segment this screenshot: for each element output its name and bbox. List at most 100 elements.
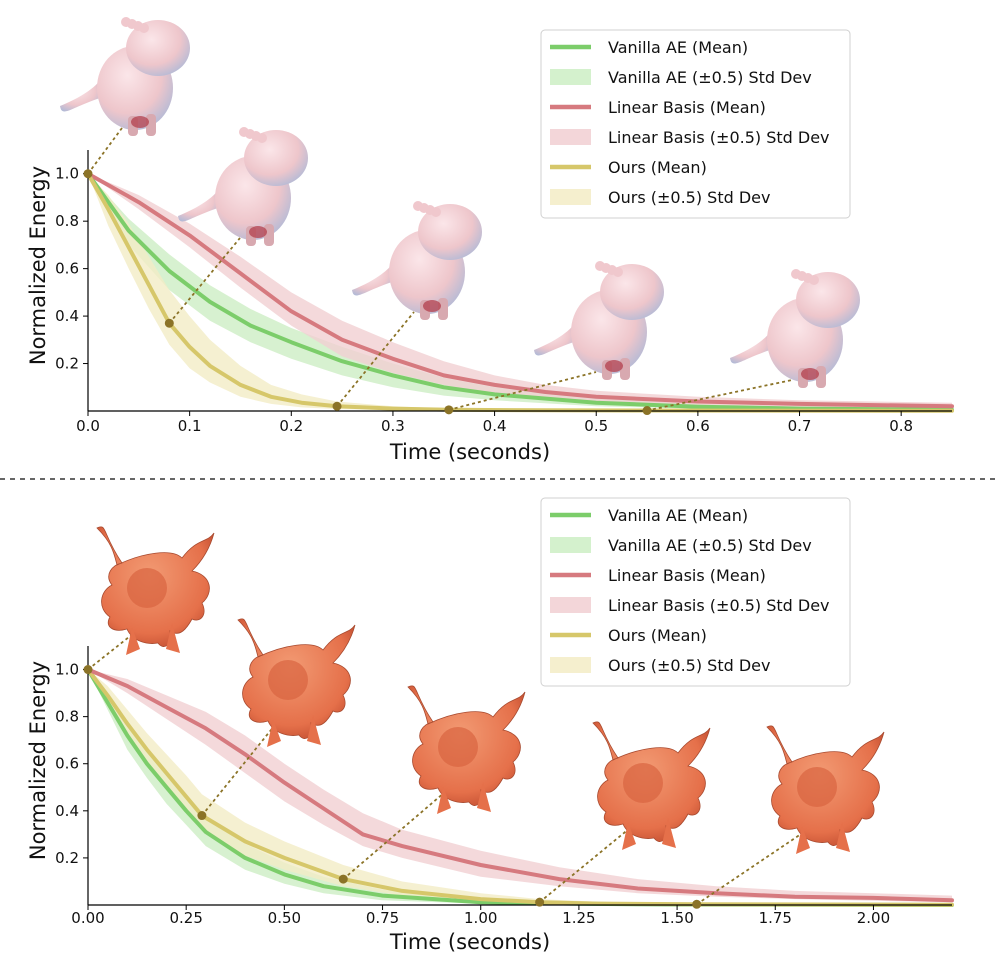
x-tick-label: 2.00 [857, 909, 890, 927]
legend-box [540, 29, 851, 219]
x-tick-label: 0.00 [71, 909, 104, 927]
ours-mean-line [86, 171, 954, 413]
x-tick-label: 0.75 [366, 909, 399, 927]
legend-label: Linear Basis (±0.5) Std Dev [608, 128, 830, 147]
legend-label: Vanilla AE (Mean) [608, 506, 748, 525]
snapshot-marker [83, 169, 93, 179]
x-tick-label: 0.1 [178, 417, 202, 435]
blob-shadow-shape [249, 226, 267, 238]
dragon-leg-shape [836, 822, 850, 852]
dragon-torso-shape [797, 767, 837, 807]
blob-spike-shape [257, 133, 267, 143]
blob-tail-shape [60, 78, 102, 112]
y-tick-label: 0.6 [55, 260, 79, 278]
y-tick-label: 0.2 [55, 355, 79, 373]
snapshot-marker [332, 401, 342, 411]
blob-tail-shape [178, 188, 220, 222]
snapshot-connector-line [201, 724, 276, 817]
dragon-torso-shape [623, 763, 663, 803]
snapshot-marker [444, 405, 454, 415]
snapshot-marker [338, 874, 348, 884]
y-tick-label: 1.0 [55, 661, 79, 679]
y-axis-label: Normalized Energy [26, 166, 50, 365]
linear-mean-line [86, 667, 954, 903]
top-chart-panel: 0.0 0.1 0.2 0.3 0.4 0.5 0.6 0.7 0.8 0.2 0.4 0.6 0.8 1… [26, 17, 954, 464]
blob-leg-shape [146, 114, 156, 136]
x-tick-label: 0.25 [169, 909, 202, 927]
x-tick-label: 1.50 [660, 909, 693, 927]
blob-leg-shape [620, 358, 630, 380]
legend-swatch-band [550, 69, 591, 85]
dragon-leg-shape [126, 627, 140, 655]
snapshot-connector-line [448, 371, 597, 411]
snapshot-connector-line [336, 311, 415, 407]
blob-shadow-shape [605, 360, 623, 372]
dragon-leg-shape [166, 623, 180, 653]
dragon-leg-shape [267, 719, 281, 747]
x-tick-label: 0.6 [686, 417, 710, 435]
legend-swatch-band [550, 537, 591, 553]
blob-head-shape [796, 272, 860, 328]
legend-label: Ours (±0.5) Std Dev [608, 656, 770, 675]
blob-spike-shape [613, 267, 623, 277]
blob-model-icon [178, 127, 308, 246]
blob-tail-shape [730, 330, 772, 364]
x-tick-label: 1.25 [562, 909, 595, 927]
x-tick-label: 0.8 [889, 417, 913, 435]
legend-label: Vanilla AE (Mean) [608, 38, 748, 57]
legend-swatch-band [550, 597, 591, 613]
blob-leg-shape [264, 224, 274, 246]
y-axis-label: Normalized Energy [26, 661, 50, 860]
y-tick-label: 0.2 [55, 849, 79, 867]
blob-spike-shape [431, 207, 441, 217]
legend-swatch-band [550, 189, 591, 205]
legend-label: Ours (Mean) [608, 626, 707, 645]
legend-swatch-band [550, 657, 591, 673]
blob-head-shape [600, 264, 664, 320]
snapshot-connector-line [87, 632, 135, 671]
x-tick-label: 0.0 [76, 417, 100, 435]
dragon-model-icon [96, 526, 215, 655]
dragon-leg-shape [437, 786, 451, 814]
legend-label: Ours (±0.5) Std Dev [608, 188, 770, 207]
dragon-leg-shape [662, 818, 676, 848]
linear-std-band [88, 173, 952, 409]
legend-label: Vanilla AE (±0.5) Std Dev [608, 536, 812, 555]
y-tick-label: 0.8 [55, 708, 79, 726]
dragon-model-icon [766, 725, 885, 854]
snapshot-connector-line [646, 379, 793, 412]
ours-mean-line [86, 667, 954, 907]
x-tick-label: 0.3 [381, 417, 405, 435]
x-tick-label: 0.2 [279, 417, 303, 435]
dragon-torso-shape [438, 727, 478, 767]
vanilla-std-band [88, 173, 952, 411]
x-tick-label: 0.7 [788, 417, 812, 435]
x-tick-label: 0.4 [483, 417, 507, 435]
snapshot-connector-line [342, 791, 446, 880]
blob-shadow-shape [131, 116, 149, 128]
blob-model-icon [60, 17, 190, 136]
y-tick-label: 0.6 [55, 755, 79, 773]
dragon-leg-shape [796, 826, 810, 854]
blob-spike-shape [139, 23, 149, 33]
snapshot-marker [83, 665, 93, 675]
blob-leg-shape [438, 298, 448, 320]
snapshot-connector-line [168, 237, 241, 324]
bottom-chart-panel: 0.00 0.25 0.50 0.75 1.00 1.25 1.50 1.75 2.00 0.2 0… [26, 497, 954, 954]
x-axis-label: Time (seconds) [389, 440, 550, 464]
y-tick-label: 1.0 [55, 165, 79, 183]
dragon-leg-shape [477, 782, 491, 812]
legend-label: Vanilla AE (±0.5) Std Dev [608, 68, 812, 87]
snapshot-marker [642, 406, 652, 416]
y-tick-label: 0.4 [55, 802, 79, 820]
snapshot-marker [535, 897, 545, 907]
snapshot-marker [164, 318, 174, 328]
snapshot-connector-line [87, 127, 123, 175]
blob-model-icon [352, 201, 482, 320]
y-tick-label: 0.4 [55, 307, 79, 325]
blob-model-icon [534, 261, 664, 380]
dragon-model-icon [592, 721, 711, 850]
blob-leg-shape [816, 366, 826, 388]
blob-spike-shape [809, 275, 819, 285]
